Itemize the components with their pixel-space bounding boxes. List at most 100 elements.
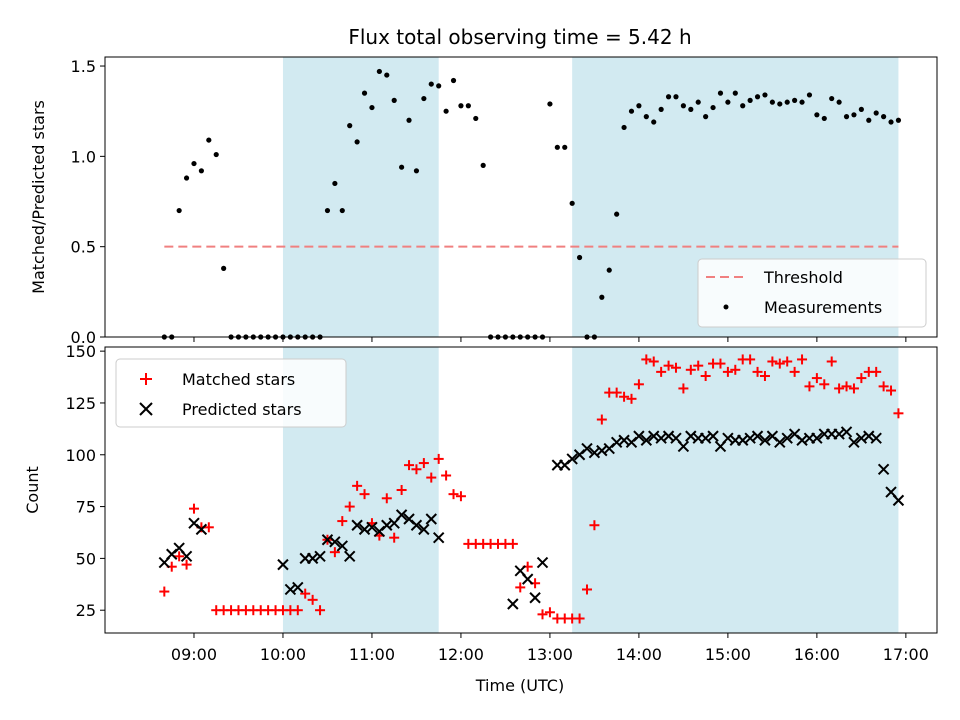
measurement-point bbox=[287, 334, 293, 340]
measurement-point bbox=[502, 334, 509, 340]
legend-matched-label: Matched stars bbox=[182, 370, 295, 389]
measurement-point bbox=[295, 334, 301, 340]
predicted-star-point bbox=[195, 523, 208, 536]
predicted-star-point bbox=[418, 523, 430, 536]
predicted-star-point bbox=[870, 432, 882, 444]
measurement-point bbox=[554, 144, 560, 150]
matched-star-point bbox=[544, 607, 555, 618]
measurement-point bbox=[376, 68, 382, 75]
measurement-point bbox=[858, 106, 864, 112]
matched-star-point bbox=[433, 453, 444, 464]
measurement-point bbox=[606, 267, 612, 273]
measurement-point bbox=[717, 90, 724, 96]
measurement-point bbox=[651, 119, 657, 125]
predicted-star-point bbox=[774, 436, 786, 449]
top-panel: 0.0 0.5 1.0 1.5 Matched/Predicted stars Thr… bbox=[29, 56, 938, 347]
matched-star-point bbox=[626, 393, 637, 404]
measurement-point bbox=[836, 99, 842, 105]
measurement-point bbox=[421, 95, 427, 102]
measurement-point bbox=[243, 334, 249, 340]
measurement-point bbox=[614, 211, 620, 217]
matched-star-point bbox=[611, 387, 622, 398]
measurement-point bbox=[324, 207, 331, 214]
matched-star-point bbox=[344, 501, 355, 512]
predicted-star-point bbox=[343, 550, 356, 563]
matched-star-point bbox=[181, 559, 192, 570]
measurement-point bbox=[895, 117, 902, 123]
predicted-star-point bbox=[336, 540, 348, 552]
measurement-point bbox=[799, 99, 805, 105]
measurement-point bbox=[584, 334, 590, 340]
x-tick-label: 10:00 bbox=[260, 645, 306, 664]
matched-star-point bbox=[797, 354, 808, 365]
matched-star-point bbox=[581, 584, 592, 595]
matched-star-point bbox=[404, 460, 415, 471]
predicted-star-point bbox=[351, 519, 363, 531]
matched-star-point bbox=[774, 358, 785, 369]
bottom-panel: 25 50 75 100 125 150 09:00 10:00 11:00 12:00 13:0… bbox=[23, 342, 938, 695]
top-y-axis-label: Matched/Predicted stars bbox=[29, 100, 48, 294]
measurement-point bbox=[547, 101, 553, 107]
predicted-star-point bbox=[811, 432, 823, 444]
measurement-point bbox=[769, 99, 775, 105]
predicted-star-point bbox=[536, 556, 549, 569]
predicted-star-point bbox=[432, 531, 445, 544]
measurement-point bbox=[599, 294, 605, 300]
matched-star-point bbox=[159, 586, 170, 597]
measurement-point bbox=[710, 104, 716, 111]
x-tick-label: 09:00 bbox=[171, 645, 217, 664]
top-y-tick-label: 0.0 bbox=[71, 328, 96, 347]
measurement-point bbox=[258, 334, 264, 340]
legend-predicted-swatch bbox=[139, 402, 153, 416]
matched-star-point bbox=[663, 360, 674, 371]
x-tick-label: 17:00 bbox=[883, 645, 929, 664]
chart-title: Flux total observing time = 5.42 h bbox=[348, 25, 691, 49]
matched-star-point bbox=[596, 414, 607, 425]
measurement-point bbox=[792, 97, 798, 103]
matched-star-point bbox=[856, 373, 867, 384]
matched-star-point bbox=[722, 366, 733, 377]
measurement-point bbox=[525, 334, 531, 340]
matched-star-point bbox=[203, 522, 214, 533]
matched-star-point bbox=[841, 381, 852, 392]
predicted-star-point bbox=[848, 436, 860, 449]
predicted-star-point bbox=[759, 434, 771, 446]
legend-measurements-label: Measurements bbox=[764, 298, 882, 317]
measurement-point bbox=[443, 108, 449, 114]
predicted-star-point bbox=[507, 598, 519, 610]
predicted-star-point bbox=[633, 430, 645, 442]
measurement-point bbox=[591, 334, 598, 340]
measurement-point bbox=[688, 106, 694, 112]
measurement-point bbox=[487, 334, 494, 340]
measurement-point bbox=[317, 334, 323, 340]
predicted-star-point bbox=[781, 432, 793, 444]
matched-star-point bbox=[759, 371, 770, 382]
x-tick-label: 11:00 bbox=[349, 645, 395, 664]
measurement-point bbox=[658, 106, 664, 112]
matched-star-point bbox=[188, 503, 199, 514]
matched-star-point bbox=[886, 385, 897, 396]
measurement-point bbox=[821, 115, 827, 122]
matched-star-point bbox=[359, 489, 370, 500]
matched-star-point bbox=[448, 489, 459, 500]
predicted-star-point bbox=[566, 453, 578, 465]
predicted-star-point bbox=[707, 430, 719, 442]
predicted-star-point bbox=[677, 440, 690, 453]
predicted-star-point bbox=[180, 550, 193, 563]
predicted-star-point bbox=[410, 519, 423, 531]
matched-star-point bbox=[396, 485, 407, 495]
matched-star-point bbox=[441, 470, 452, 481]
measurement-point bbox=[576, 254, 583, 261]
matched-star-point bbox=[300, 588, 311, 599]
matched-star-point bbox=[507, 538, 518, 549]
measurement-point bbox=[347, 123, 353, 129]
matched-star-point bbox=[700, 371, 711, 382]
x-tick-label: 15:00 bbox=[705, 645, 751, 664]
matched-star-point bbox=[329, 547, 340, 558]
measurement-point bbox=[465, 103, 471, 109]
measurement-point bbox=[621, 124, 627, 131]
measurement-point bbox=[183, 175, 190, 181]
measurement-point bbox=[198, 168, 204, 174]
x-tick-label: 12:00 bbox=[438, 645, 484, 664]
